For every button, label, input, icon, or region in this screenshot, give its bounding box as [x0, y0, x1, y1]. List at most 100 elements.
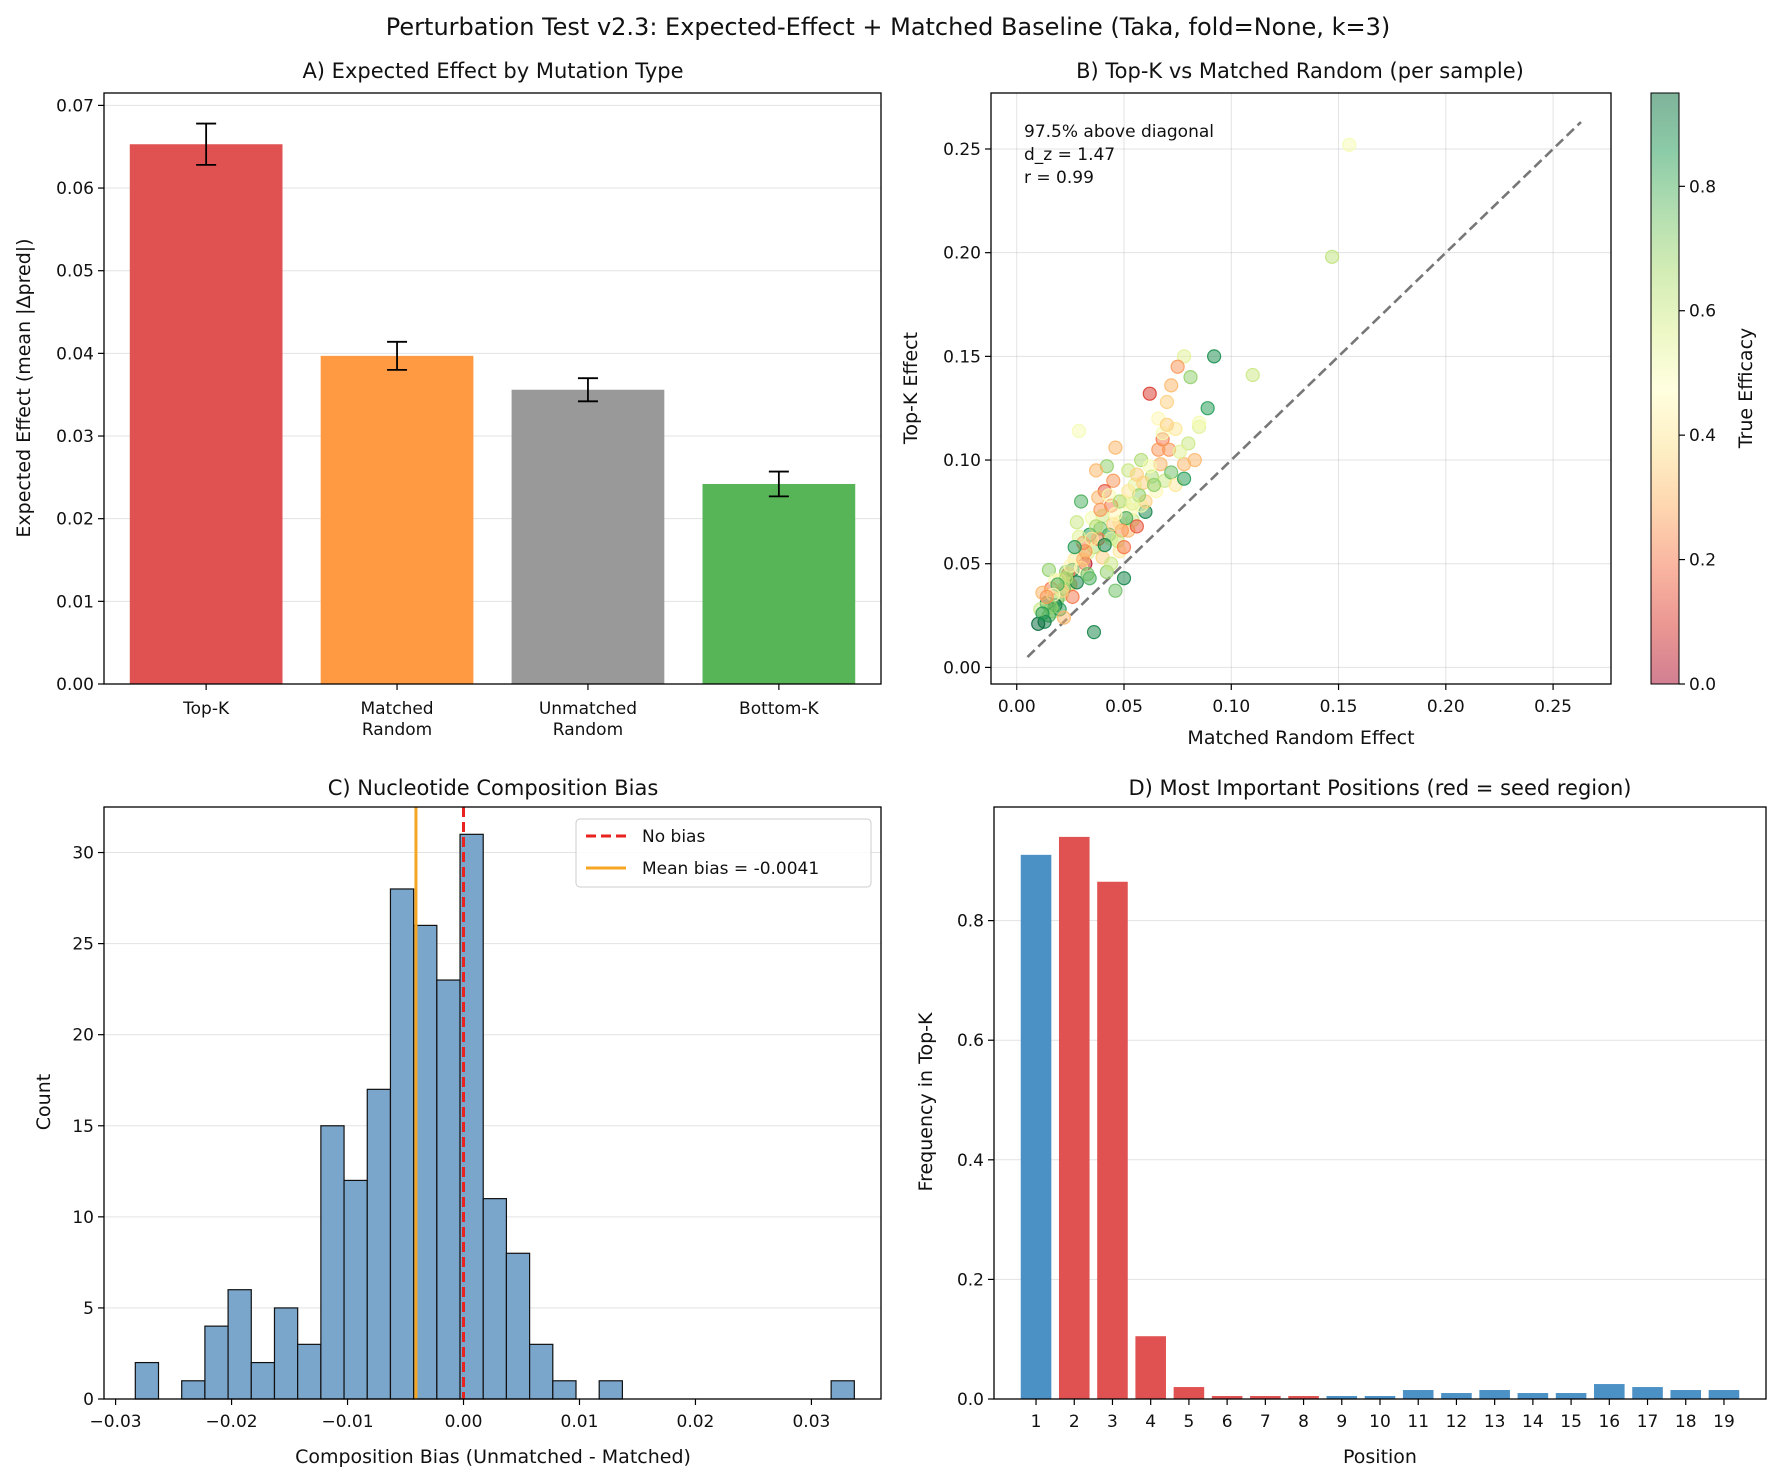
panel-c-ytick-label: 0 [83, 1390, 94, 1410]
scatter-point [1067, 540, 1082, 555]
panel-d-xtick-label: 6 [1222, 1412, 1233, 1432]
panel-d-xtick-label: 5 [1183, 1412, 1194, 1432]
panel-b-scatter: B) Top-K vs Matched Random (per sample) … [900, 59, 1757, 749]
scatter-point [1164, 465, 1179, 480]
scatter-point [1181, 436, 1196, 451]
panel-a-xtick-label: Top-K [182, 699, 230, 719]
histogram-bar [204, 1325, 229, 1400]
panel-b-annotation-2: d_z = 1.47 [1024, 145, 1115, 165]
scatter-point [1159, 394, 1175, 410]
position-bar [1211, 1396, 1243, 1399]
panel-a-frame [103, 92, 882, 685]
panel-b-xtick-label: 0.00 [998, 697, 1036, 717]
panel-c-ylabel: Count [33, 1074, 55, 1130]
panel-d-xtick-label: 11 [1407, 1412, 1429, 1432]
figure-title: Perturbation Test v2.3: Expected-Effect … [386, 13, 1390, 41]
panel-b-points [1031, 137, 1357, 640]
panel-d-ytick-label: 0.0 [957, 1390, 984, 1410]
position-bar [1135, 1336, 1166, 1399]
scatter-point [1097, 537, 1112, 553]
panel-b-xlabel: Matched Random Effect [1187, 727, 1414, 749]
panel-d-xtick-label: 7 [1260, 1412, 1271, 1432]
panel-b-colorbar [1650, 92, 1680, 685]
histogram-bar [134, 1361, 160, 1400]
panel-d-ytick-label: 0.8 [957, 912, 984, 932]
panel-a-ytick-label: 0.03 [56, 427, 94, 447]
panel-d-xtick-label: 3 [1107, 1412, 1118, 1432]
panel-b-xtick-label: 0.10 [1212, 697, 1250, 717]
panel-a-xtick-label: Matched [360, 699, 433, 719]
panel-a-title: A) Expected Effect by Mutation Type [302, 59, 683, 83]
scatter-point [1056, 610, 1072, 625]
panel-d-xtick-label: 8 [1298, 1412, 1309, 1432]
panel-c-xtick-label: 0.02 [677, 1412, 715, 1432]
panel-a-bar [511, 389, 665, 684]
scatter-point [1342, 137, 1357, 152]
panel-b-colorbar-ticks: 0.0 0.2 0.4 0.6 0.8 [1679, 177, 1716, 695]
panel-a-bars [129, 122, 856, 684]
panel-d-xlabel: Position [1343, 1446, 1417, 1468]
scatter-point [1176, 471, 1192, 486]
scatter-point [1089, 519, 1104, 534]
scatter-point [1245, 367, 1260, 383]
panel-a-xtick-label: Unmatched [539, 699, 637, 719]
panel-b-annotation-3: r = 0.99 [1024, 168, 1094, 188]
panel-c-histogram: C) Nucleotide Composition Bias 0 5 10 15 20 2… [33, 776, 882, 1468]
panel-a-bar [320, 355, 474, 684]
panel-d-title: D) Most Important Positions (red = seed … [1129, 776, 1632, 800]
histogram-bar [552, 1380, 577, 1400]
panel-c-xtick-label: 0.01 [561, 1412, 599, 1432]
panel-c-xtick-label: −0.03 [90, 1412, 142, 1432]
panel-a-expected-effect: A) Expected Effect by Mutation Type 0.00… [13, 59, 882, 740]
scatter-point [1089, 463, 1104, 478]
histogram-bar [482, 1198, 508, 1400]
legend-mean-label: Mean bias = -0.0041 [642, 859, 819, 879]
panel-a-ytick-label: 0.04 [56, 344, 94, 364]
legend-box [575, 818, 872, 888]
scatter-point [1129, 467, 1144, 482]
histogram-bar [227, 1289, 252, 1400]
panel-b-ticks: 0.00 0.05 0.10 0.15 0.20 0.25 0.00 0.05 0.10 0.15… [943, 140, 1572, 717]
histogram-bar [320, 1125, 345, 1400]
histogram-bar [598, 1380, 623, 1400]
panel-a-ytick-label: 0.06 [56, 179, 94, 199]
panel-b-xtick-label: 0.15 [1320, 697, 1358, 717]
panel-b-ytick-label: 0.10 [943, 451, 981, 471]
position-bar [1364, 1396, 1396, 1399]
histogram-bar [181, 1380, 206, 1400]
panel-a-xtick-label: Random [362, 720, 432, 740]
panel-a-bar [702, 483, 856, 684]
scatter-point [1108, 583, 1123, 598]
histogram-bar [830, 1380, 855, 1400]
panel-b-xtick-label: 0.25 [1534, 697, 1572, 717]
scatter-point [1142, 459, 1157, 474]
colorbar-tick-label: 0.6 [1689, 302, 1716, 322]
scatter-point [1108, 506, 1123, 522]
colorbar-tick-label: 0.0 [1689, 675, 1716, 695]
panel-b-xtick-label: 0.05 [1105, 697, 1143, 717]
scatter-point [1164, 378, 1179, 393]
panel-c-ytick-label: 10 [72, 1208, 94, 1228]
scatter-point [1116, 540, 1132, 555]
position-bar [1097, 881, 1128, 1399]
panel-d-xtick-label: 19 [1713, 1412, 1735, 1432]
panel-d-xtick-label: 16 [1598, 1412, 1620, 1432]
scatter-point [1129, 519, 1144, 534]
panel-b-frame [990, 92, 1612, 685]
panel-c-ytick-label: 5 [83, 1299, 94, 1319]
panel-a-ylabel: Expected Effect (mean |Δpred|) [13, 238, 35, 537]
panel-c-ytick-label: 30 [72, 844, 94, 864]
panel-b-ytick-label: 0.15 [943, 347, 981, 367]
colorbar-tick-label: 0.4 [1689, 426, 1716, 446]
panel-d-xtick-label: 1 [1031, 1412, 1042, 1432]
scatter-point [1207, 349, 1222, 364]
scatter-point [1086, 625, 1102, 640]
position-bar [1173, 1387, 1205, 1399]
scatter-point [1039, 589, 1054, 605]
panel-a-bar [129, 144, 283, 684]
panel-d-xtick-label: 9 [1336, 1412, 1347, 1432]
panel-d-ytick-label: 0.4 [957, 1151, 984, 1171]
scatter-point [1108, 440, 1123, 455]
panel-d-ylabel: Frequency in Top-K [915, 1012, 937, 1191]
histogram-bar [343, 1179, 368, 1400]
